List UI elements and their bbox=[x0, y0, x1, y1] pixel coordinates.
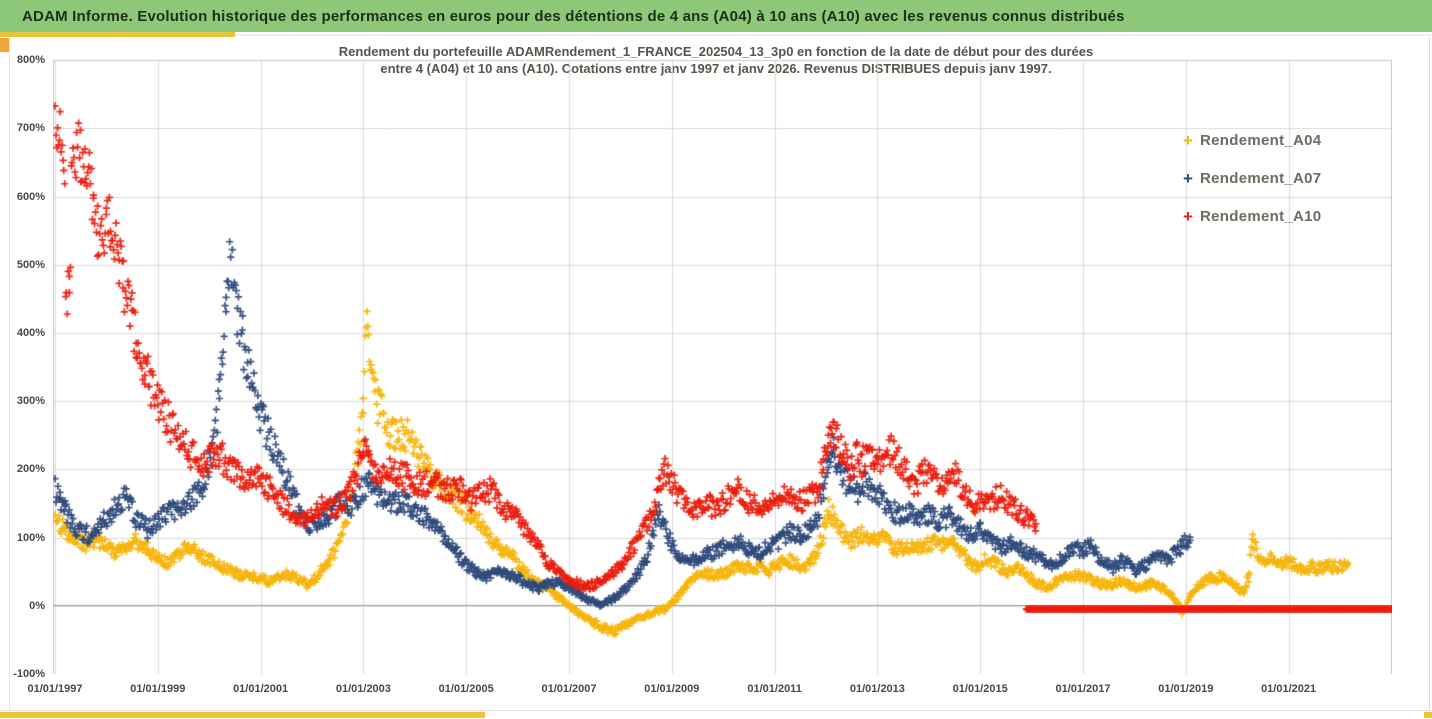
y-axis-tick: 700% bbox=[16, 122, 45, 135]
y-axis-tick: 300% bbox=[16, 395, 45, 408]
x-axis-tick: 01/01/2003 bbox=[335, 683, 391, 695]
y-axis-tick: 600% bbox=[16, 190, 45, 203]
corner-accent-cell bbox=[0, 38, 9, 52]
bottom-divider bbox=[0, 710, 1432, 711]
x-axis-tick: 01/01/2011 bbox=[747, 683, 802, 695]
y-axis-tick: 0% bbox=[29, 599, 45, 612]
y-axis-tick: 400% bbox=[16, 327, 45, 339]
x-axis-tick: 01/01/2021 bbox=[1261, 683, 1317, 695]
legend-plus-marker-icon: + bbox=[1183, 168, 1193, 188]
right-edge-divider bbox=[1429, 37, 1430, 710]
y-axis-tick: 800% bbox=[16, 54, 45, 67]
x-axis-tick: 01/01/2005 bbox=[438, 683, 494, 695]
bottom-accent-dot bbox=[1424, 712, 1432, 718]
y-axis-tick: 200% bbox=[16, 463, 45, 476]
x-axis-tick: 01/01/2017 bbox=[1055, 683, 1111, 695]
x-axis-tick: 01/01/2015 bbox=[952, 683, 1008, 695]
header-divider bbox=[235, 34, 1432, 36]
chart-title-line1: Rendement du portefeuille ADAMRendement_… bbox=[338, 44, 1094, 59]
legend-item-rendement_a04[interactable]: + Rendement_A04 bbox=[1180, 121, 1321, 159]
legend-plus-marker-icon: + bbox=[1183, 206, 1193, 226]
plot-area bbox=[53, 58, 1392, 674]
x-axis-tick: 01/01/2019 bbox=[1158, 683, 1214, 695]
legend-plus-marker-icon: + bbox=[1183, 130, 1193, 150]
x-axis-tick: 01/01/1997 bbox=[27, 683, 83, 695]
legend-item-rendement_a10[interactable]: + Rendement_A10 bbox=[1180, 197, 1321, 235]
legend-label: Rendement_A07 bbox=[1200, 169, 1322, 187]
x-axis-tick: 01/01/1999 bbox=[130, 683, 186, 695]
y-axis-tick: -100% bbox=[13, 668, 45, 680]
legend-label: Rendement_A04 bbox=[1200, 131, 1322, 149]
legend-label: Rendement_A10 bbox=[1200, 207, 1322, 225]
bottom-accent-bar bbox=[0, 712, 485, 718]
y-axis-tick: 500% bbox=[16, 258, 45, 271]
gold-underline-accent bbox=[0, 32, 235, 37]
x-axis-tick: 01/01/2007 bbox=[541, 683, 597, 695]
x-axis-tick: 01/01/2001 bbox=[233, 683, 289, 695]
y-axis-tick: 100% bbox=[16, 531, 45, 544]
header-title-bar: ADAM Informe. Evolution historique des p… bbox=[0, 0, 1432, 32]
x-axis-tick: 01/01/2009 bbox=[644, 683, 700, 695]
x-axis-tick: 01/01/2013 bbox=[849, 683, 905, 695]
left-gutter-divider bbox=[9, 37, 10, 710]
legend-item-rendement_a07[interactable]: + Rendement_A07 bbox=[1180, 159, 1321, 197]
chart-legend: + Rendement_A04 + Rendement_A07 + Rendement_A… bbox=[1180, 121, 1321, 235]
chart-canvas[interactable] bbox=[53, 58, 1392, 674]
header-title: ADAM Informe. Evolution historique des p… bbox=[22, 7, 1125, 25]
